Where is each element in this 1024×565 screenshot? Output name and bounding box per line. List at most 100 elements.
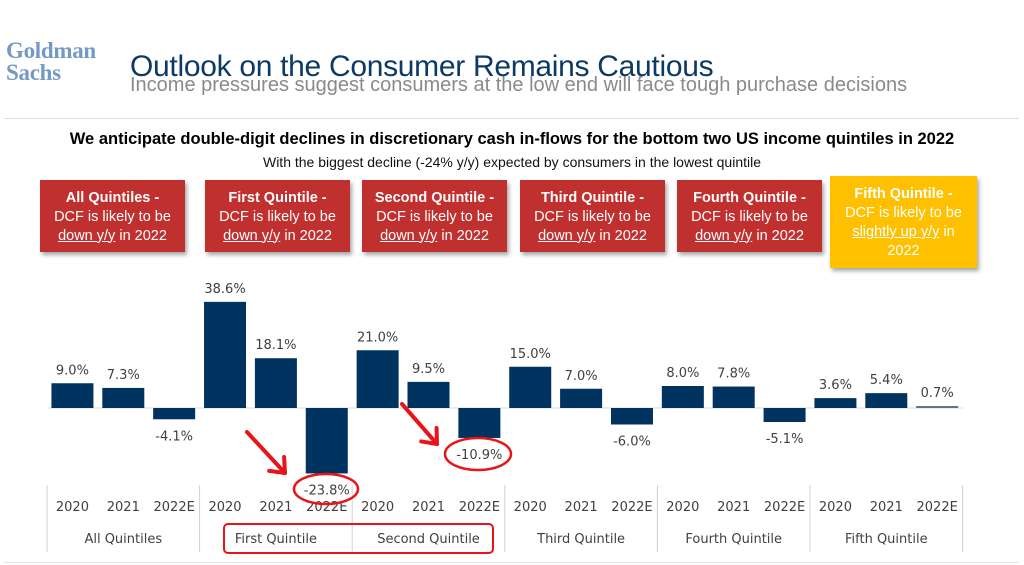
- annotation-arrow-second-quintile: [400, 402, 439, 446]
- data-label: -6.0%: [613, 435, 651, 450]
- callout-tail: in 2022: [115, 227, 167, 244]
- x-tick-label: 2021: [259, 500, 292, 515]
- callout-box-fifth-quintile: Fifth Quintile - DCF is likely to be sligh…: [830, 176, 977, 268]
- bar-second-quintile-2020: [356, 350, 399, 408]
- callout-emphasis: down y/y: [58, 227, 116, 244]
- slide-title: Outlook on the Consumer Remains Cautious: [130, 50, 714, 83]
- callout-box-second-quintile: Second Quintile - DCF is likely to be down…: [362, 180, 507, 252]
- data-label: 7.0%: [565, 369, 598, 384]
- callout-title: Fifth Quintile -: [854, 186, 953, 202]
- callout-emphasis: down y/y: [380, 227, 438, 244]
- data-label: 8.0%: [666, 366, 699, 381]
- x-tick-label: 2022E: [611, 500, 652, 515]
- callout-line: slightly up y/y in: [830, 223, 977, 242]
- bar-first-quintile-2022e: [305, 408, 348, 474]
- callout-box-all-quintiles: All Quintiles - DCF is likely to be down y…: [40, 180, 185, 252]
- bar-third-quintile-2020: [509, 366, 552, 408]
- bar-fourth-quintile-2020: [661, 386, 704, 408]
- x-tick-label: 2022E: [459, 500, 500, 515]
- data-label: 9.5%: [412, 362, 445, 377]
- callout-line: DCF is likely to be: [845, 205, 962, 221]
- data-label: 7.8%: [717, 367, 750, 382]
- x-tick-label: 2021: [107, 500, 140, 515]
- group-label: Third Quintile: [536, 532, 625, 547]
- data-label: 5.4%: [870, 373, 903, 388]
- x-tick-label: 2021: [870, 500, 903, 515]
- group-label: Second Quintile: [377, 532, 480, 547]
- annotation-arrow-first-quintile: [245, 430, 287, 475]
- data-label: 38.6%: [204, 282, 245, 297]
- x-tick-label: 2020: [56, 500, 89, 515]
- x-tick-label: 2020: [666, 500, 699, 515]
- callout-line: DCF is likely to be: [376, 208, 493, 225]
- x-tick-label: 2021: [717, 500, 750, 515]
- callout-emphasis: slightly up y/y: [852, 224, 940, 240]
- x-tick-label: 2021: [412, 500, 445, 515]
- x-tick-label: 2020: [819, 500, 852, 515]
- goldman-sachs-logo: Goldman Sachs: [6, 38, 96, 85]
- highlight-circle-first-quintile: [292, 472, 360, 506]
- callout-emphasis: down y/y: [695, 227, 753, 244]
- bar-third-quintile-2022e: [610, 408, 653, 425]
- highlight-box-first-second-quintile: [223, 523, 494, 554]
- header-divider: [4, 118, 1019, 119]
- group-label: All Quintiles: [84, 532, 162, 547]
- callout-line: down y/y in 2022: [677, 227, 822, 246]
- bar-fifth-quintile-2022e: [916, 406, 959, 408]
- callout-tail: in 2022: [437, 227, 489, 244]
- x-tick-label: 2020: [361, 500, 394, 515]
- annotation-arrow-second-quintile-head: [419, 426, 439, 446]
- logo-line-2: Sachs: [6, 60, 61, 85]
- data-label: 3.6%: [819, 378, 852, 393]
- data-label: 21.0%: [357, 330, 398, 345]
- data-label: 0.7%: [921, 386, 954, 401]
- group-label: Fourth Quintile: [685, 532, 782, 547]
- callout-line: DCF is likely to be: [54, 208, 171, 225]
- slide-subtitle: Income pressures suggest consumers at th…: [130, 74, 908, 96]
- callout-emphasis: down y/y: [223, 227, 281, 244]
- bar-first-quintile-2020: [204, 301, 247, 408]
- bar-all-quintiles-2021: [102, 387, 145, 408]
- callout-title: Second Quintile -: [374, 189, 495, 206]
- callout-line: DCF is likely to be: [219, 208, 336, 225]
- bar-fifth-quintile-2021: [865, 393, 908, 408]
- data-label: -10.9%: [456, 448, 502, 463]
- x-tick-label: 2021: [565, 500, 598, 515]
- group-label: First Quintile: [235, 532, 317, 547]
- data-label: 18.1%: [255, 338, 296, 353]
- callout-tail: in: [939, 224, 955, 240]
- callout-line: 2022: [887, 243, 920, 259]
- callout-box-fourth-quintile: Fourth Quintile - DCF is likely to be down…: [677, 180, 822, 252]
- x-tick-label: 2020: [208, 500, 241, 515]
- data-label: -4.1%: [155, 429, 193, 444]
- callout-title: First Quintile -: [228, 189, 327, 206]
- callout-emphasis: down y/y: [538, 227, 596, 244]
- callout-title: Third Quintile -: [540, 189, 645, 206]
- x-tick-label: 2022E: [154, 500, 195, 515]
- callout-line: DCF is likely to be: [534, 208, 651, 225]
- callout-line: down y/y in 2022: [205, 227, 350, 246]
- bar-third-quintile-2021: [560, 388, 603, 408]
- group-label: Fifth Quintile: [845, 532, 928, 547]
- bar-all-quintiles-2020: [51, 383, 94, 408]
- footer-divider: [4, 562, 1019, 563]
- bar-second-quintile-2022e: [458, 408, 501, 438]
- data-label: 7.3%: [107, 368, 140, 383]
- x-tick-label: 2022E: [764, 500, 805, 515]
- callout-line: down y/y in 2022: [520, 227, 665, 246]
- callout-tail: in 2022: [595, 227, 647, 244]
- bar-fourth-quintile-2022e: [763, 408, 806, 423]
- bar-fourth-quintile-2021: [712, 386, 755, 408]
- callout-tail: in 2022: [752, 227, 804, 244]
- callout-line: down y/y in 2022: [362, 227, 507, 246]
- highlight-circle-second-quintile: [443, 436, 513, 472]
- callout-box-first-quintile: First Quintile - DCF is likely to be down …: [205, 180, 350, 252]
- bar-first-quintile-2021: [254, 358, 297, 408]
- data-label: 9.0%: [56, 363, 89, 378]
- x-tick-label: 2022E: [917, 500, 958, 515]
- callout-title: All Quintiles -: [65, 189, 160, 206]
- logo-line-1: Goldman: [6, 38, 96, 63]
- data-label: -5.1%: [766, 432, 804, 447]
- annotation-arrow-first-quintile-head: [267, 455, 287, 475]
